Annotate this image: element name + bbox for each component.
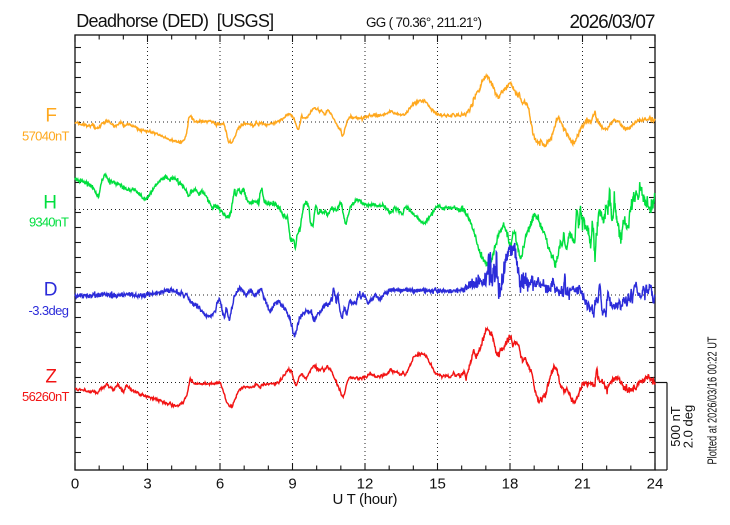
svg-text:56260nT: 56260nT bbox=[22, 389, 70, 404]
svg-text:D: D bbox=[44, 280, 58, 301]
svg-text:9340nT: 9340nT bbox=[29, 215, 69, 230]
svg-text:2.0 deg: 2.0 deg bbox=[681, 405, 696, 448]
svg-text:18: 18 bbox=[502, 476, 519, 493]
svg-text:Deadhorse (DED) [USGS]: Deadhorse (DED) [USGS] bbox=[76, 11, 274, 31]
svg-text:3: 3 bbox=[143, 476, 151, 493]
svg-text:24: 24 bbox=[647, 476, 664, 493]
svg-text:Z: Z bbox=[45, 367, 57, 388]
svg-text:U T (hour): U T (hour) bbox=[333, 491, 398, 508]
svg-text:0: 0 bbox=[71, 476, 79, 493]
svg-text:9: 9 bbox=[288, 476, 296, 493]
svg-text:Plotted at 2026/03/16 00:22 UT: Plotted at 2026/03/16 00:22 UT bbox=[705, 336, 720, 464]
svg-text:H: H bbox=[43, 193, 57, 214]
svg-text:21: 21 bbox=[574, 476, 591, 493]
svg-text:15: 15 bbox=[429, 476, 446, 493]
svg-text:2026/03/07: 2026/03/07 bbox=[570, 12, 656, 33]
svg-text:12: 12 bbox=[357, 476, 374, 493]
svg-text:-3.3deg: -3.3deg bbox=[29, 303, 70, 318]
svg-text:57040nT: 57040nT bbox=[22, 129, 70, 144]
svg-text:F: F bbox=[45, 106, 57, 127]
svg-text:500 nT: 500 nT bbox=[668, 406, 683, 447]
svg-text:6: 6 bbox=[216, 476, 224, 493]
svg-text:GG ( 70.36°, 211.21°): GG ( 70.36°, 211.21°) bbox=[366, 15, 482, 30]
